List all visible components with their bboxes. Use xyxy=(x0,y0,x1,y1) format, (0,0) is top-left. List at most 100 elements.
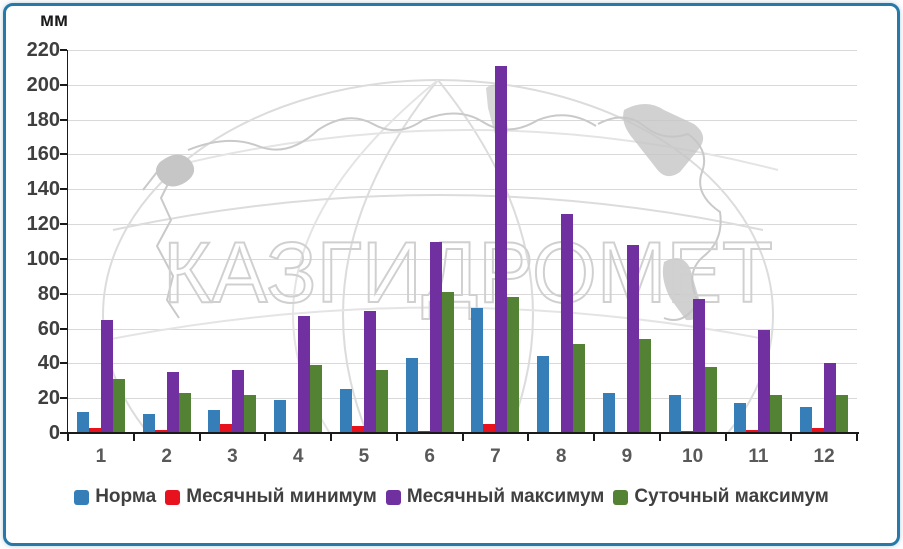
x-axis-tick-10 xyxy=(724,434,727,441)
gridline-200 xyxy=(68,84,857,86)
plot-area: КАЗГИДРОМЕТ xyxy=(68,50,857,433)
bar xyxy=(142,413,155,433)
y-axis-tick-220 xyxy=(60,49,67,51)
bar xyxy=(112,379,125,433)
x-axis-tick-8 xyxy=(593,434,595,441)
bar-group-month-5 xyxy=(331,50,397,433)
bar xyxy=(232,370,245,433)
bar-group-month-12 xyxy=(791,50,857,433)
bar xyxy=(154,429,167,433)
bar xyxy=(208,410,221,433)
bar xyxy=(495,65,508,433)
gridline-60 xyxy=(68,328,857,330)
x-axis-tick-9 xyxy=(658,434,661,441)
x-axis-tick-11 xyxy=(790,434,793,441)
bar xyxy=(88,427,101,433)
legend-swatch-monthly-min xyxy=(165,489,181,505)
x-axis-tick-label-12: 12 xyxy=(813,446,835,467)
y-axis-tick-label-80: 80 xyxy=(37,282,60,305)
legend-item-monthly-max: Месячный максимум xyxy=(385,486,605,508)
bar-group-month-10 xyxy=(660,50,726,433)
y-axis-tick-160 xyxy=(60,153,67,156)
legend-label-monthly-max: Месячный максимум xyxy=(406,486,605,507)
bar xyxy=(363,311,376,433)
x-axis-tick-label-6: 6 xyxy=(424,446,435,467)
bar xyxy=(573,344,586,433)
bar xyxy=(561,213,574,433)
legend-label-norm: Норма xyxy=(95,486,157,507)
x-axis-tick-label-5: 5 xyxy=(358,446,370,467)
x-axis-tick-label-9: 9 xyxy=(621,446,633,467)
watermark-text: КАЗГИДРОМЕТ xyxy=(163,225,773,321)
y-axis-tick-140 xyxy=(60,188,67,191)
legend-item-monthly-min: Месячный минимум xyxy=(165,486,377,508)
y-axis-tick-label-220: 220 xyxy=(26,39,60,61)
bar-group-month-9 xyxy=(594,50,660,433)
gridline-100 xyxy=(68,258,857,260)
x-axis-tick-label-10: 10 xyxy=(682,446,704,467)
x-axis-tick-label-8: 8 xyxy=(555,446,567,467)
gridline-140 xyxy=(68,189,857,191)
bar xyxy=(668,394,681,433)
bar xyxy=(746,429,759,433)
bar-group-month-6 xyxy=(397,50,463,433)
y-axis-tick-120 xyxy=(60,223,67,226)
x-axis-tick-label-3: 3 xyxy=(227,446,238,467)
y-axis-tick-0 xyxy=(60,432,67,434)
x-axis-tick-3 xyxy=(264,434,267,441)
bar xyxy=(178,392,191,433)
bar-group-month-7 xyxy=(463,50,529,433)
y-axis-line xyxy=(67,50,68,433)
x-axis-tick-label-4: 4 xyxy=(292,446,304,467)
legend-item-norm: Норма xyxy=(74,486,156,508)
x-axis-tick-7 xyxy=(527,434,530,441)
x-axis-tick-0 xyxy=(67,434,69,441)
x-axis-tick-5 xyxy=(395,434,398,441)
bar xyxy=(692,298,705,433)
gridline-220 xyxy=(68,50,857,51)
bar xyxy=(166,372,179,433)
y-axis-tick-label-100: 100 xyxy=(26,247,60,270)
bar xyxy=(704,366,717,433)
bar xyxy=(405,358,418,433)
bar xyxy=(429,241,442,433)
bar xyxy=(734,403,747,433)
gridline-160 xyxy=(68,154,857,156)
x-axis-tick-label-2: 2 xyxy=(161,446,172,467)
bar xyxy=(626,244,639,433)
y-axis-tick-label-120: 120 xyxy=(26,213,60,236)
y-axis-unit-label: мм xyxy=(40,10,69,31)
bar xyxy=(836,394,849,433)
bar xyxy=(758,330,771,433)
bar-group-month-1 xyxy=(68,50,134,433)
y-axis-tick-label-20: 20 xyxy=(37,387,60,410)
bar xyxy=(537,356,550,433)
chart-legend: Норма Месячный минимум Месячный максимум… xyxy=(0,486,903,508)
legend-label-monthly-min: Месячный минимум xyxy=(186,486,377,507)
bar xyxy=(770,394,783,433)
legend-swatch-monthly-max xyxy=(385,489,401,505)
y-axis-tick-20 xyxy=(60,397,67,400)
legend-item-daily-max: Суточный максимум xyxy=(613,486,829,508)
bar xyxy=(507,297,520,433)
y-axis-tick-80 xyxy=(60,292,67,295)
bar xyxy=(602,392,615,433)
y-axis-tick-label-180: 180 xyxy=(26,108,60,131)
chart-border-frame xyxy=(3,3,900,546)
y-axis-tick-200 xyxy=(60,83,67,86)
x-axis-tick-6 xyxy=(461,434,464,441)
bar xyxy=(800,406,813,433)
x-axis-tick-label-11: 11 xyxy=(748,446,769,467)
y-axis-tick-60 xyxy=(60,327,67,330)
y-axis-tick-label-200: 200 xyxy=(26,73,60,96)
x-axis-tick-1 xyxy=(132,434,135,441)
bar xyxy=(441,292,454,433)
bar xyxy=(274,399,287,433)
y-axis-tick-label-160: 160 xyxy=(26,143,60,166)
bar-group-month-2 xyxy=(134,50,200,433)
gridline-180 xyxy=(68,119,857,121)
x-axis-tick-4 xyxy=(330,434,332,441)
bar xyxy=(220,424,233,433)
gridline-40 xyxy=(68,363,857,365)
